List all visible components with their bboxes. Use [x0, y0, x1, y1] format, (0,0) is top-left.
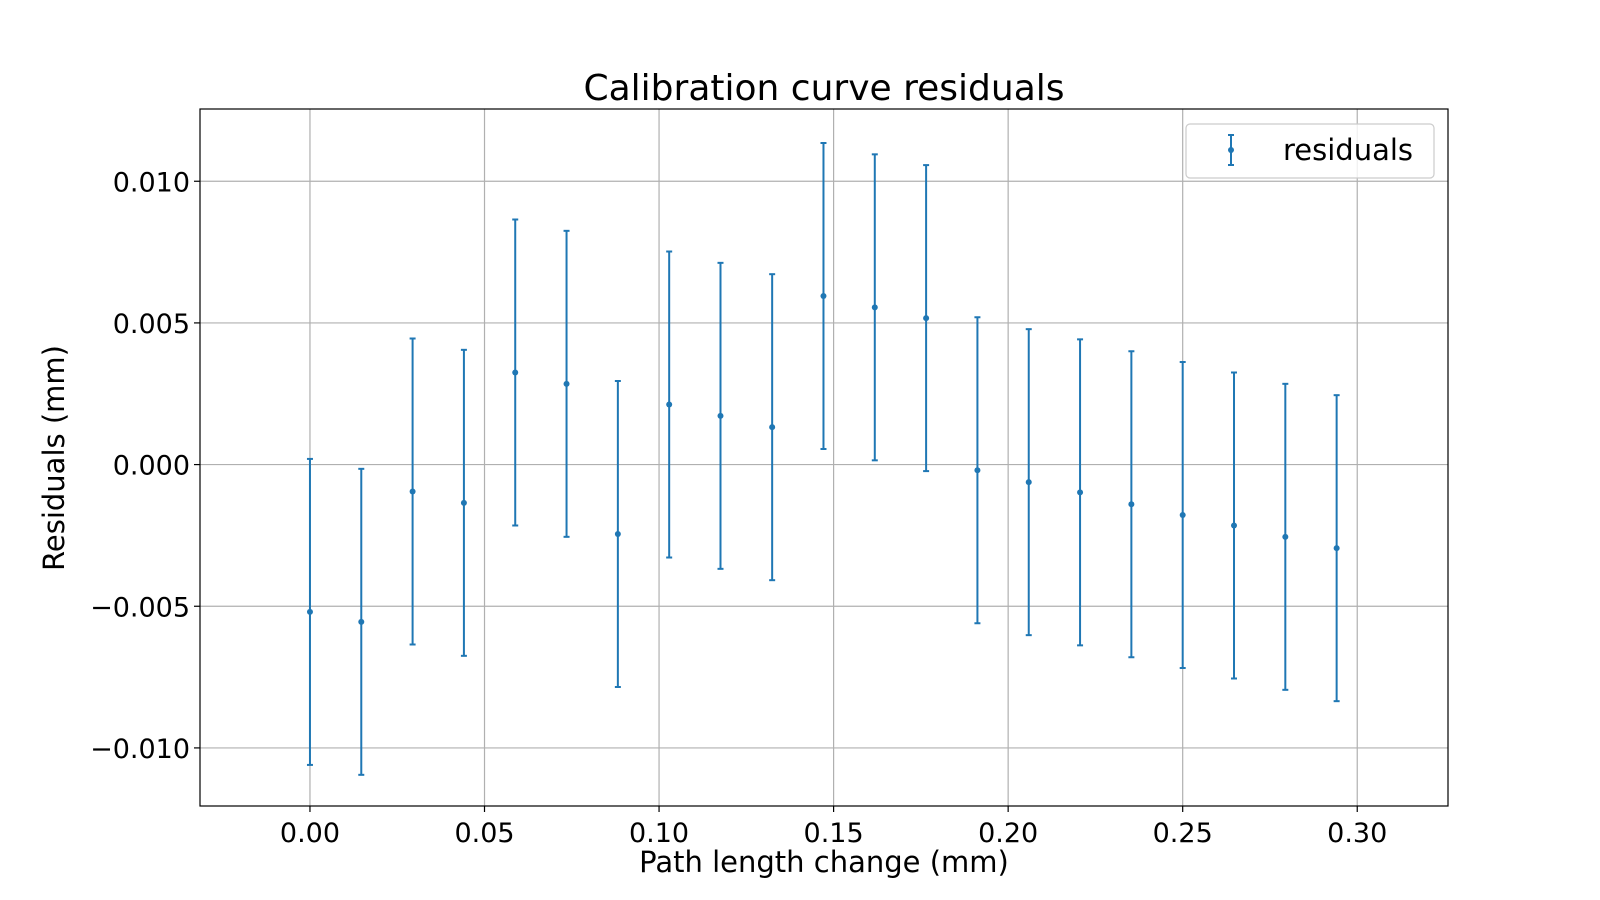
y-tick-label: 0.005 — [113, 309, 190, 340]
x-tick-label: 0.15 — [804, 818, 864, 849]
data-point — [358, 618, 365, 625]
legend-marker — [1228, 134, 1234, 166]
data-point — [974, 467, 981, 474]
axis-ticks: 0.00 0.05 0.10 0.15 0.20 0.25 0.30 −0.010 −0.005… — [90, 167, 1387, 849]
error-bar-point — [769, 273, 776, 582]
error-bar-point — [1282, 382, 1289, 691]
data-point — [1128, 501, 1135, 508]
y-tick-label: 0.000 — [113, 451, 190, 482]
error-bar-point — [614, 380, 621, 688]
data-point — [460, 499, 467, 506]
data-point — [769, 424, 776, 431]
data-point — [1231, 522, 1238, 529]
residuals-series — [306, 142, 1340, 776]
data-point — [409, 488, 416, 495]
plot-frame — [199, 108, 1449, 807]
y-tick-label: −0.005 — [90, 592, 190, 623]
data-point — [666, 401, 673, 408]
y-tick-label: −0.010 — [90, 734, 190, 765]
error-bar-point — [563, 229, 570, 538]
error-bar-point — [871, 153, 878, 462]
y-axis-label: Residuals (mm) — [37, 345, 71, 571]
error-bar-point — [1077, 338, 1084, 647]
error-bar-point — [306, 457, 313, 766]
data-point — [1179, 512, 1186, 519]
data-point — [820, 293, 827, 299]
error-bar-point — [358, 467, 365, 776]
legend-point — [1228, 147, 1234, 153]
error-bar-point — [1179, 361, 1186, 670]
error-bar-point — [1231, 371, 1238, 680]
data-point — [306, 608, 313, 615]
legend-box — [1185, 123, 1435, 179]
error-bar-point — [1025, 328, 1032, 637]
error-bar-point — [974, 316, 981, 625]
data-point — [717, 412, 724, 419]
data-point — [1025, 479, 1032, 486]
error-bar-point — [820, 142, 827, 450]
error-bar-point — [1128, 350, 1135, 659]
error-bar-point — [717, 261, 724, 570]
y-tick-label: 0.010 — [113, 167, 190, 198]
legend: residuals — [1185, 123, 1435, 179]
x-tick-label: 0.10 — [629, 818, 689, 849]
data-point — [871, 304, 878, 311]
x-tick-label: 0.25 — [1153, 818, 1213, 849]
error-bar-point — [923, 164, 930, 473]
x-tick-label: 0.20 — [978, 818, 1038, 849]
error-bar-point — [512, 218, 519, 527]
data-point — [1077, 489, 1084, 496]
error-bar-point — [409, 337, 416, 646]
data-point — [923, 315, 930, 322]
error-bar-point — [1333, 394, 1340, 703]
legend-label: residuals — [1283, 133, 1413, 167]
data-point — [563, 380, 570, 387]
error-bar-point — [666, 250, 673, 559]
data-point — [1333, 545, 1340, 552]
chart-title: Calibration curve residuals — [583, 68, 1064, 109]
x-tick-label: 0.30 — [1327, 818, 1387, 849]
x-axis-label: Path length change (mm) — [639, 845, 1009, 879]
data-point — [512, 369, 519, 376]
error-bar-point — [460, 348, 467, 657]
x-tick-label: 0.00 — [280, 818, 340, 849]
data-point — [1282, 533, 1289, 540]
data-point — [614, 531, 621, 537]
x-tick-label: 0.05 — [454, 818, 514, 849]
